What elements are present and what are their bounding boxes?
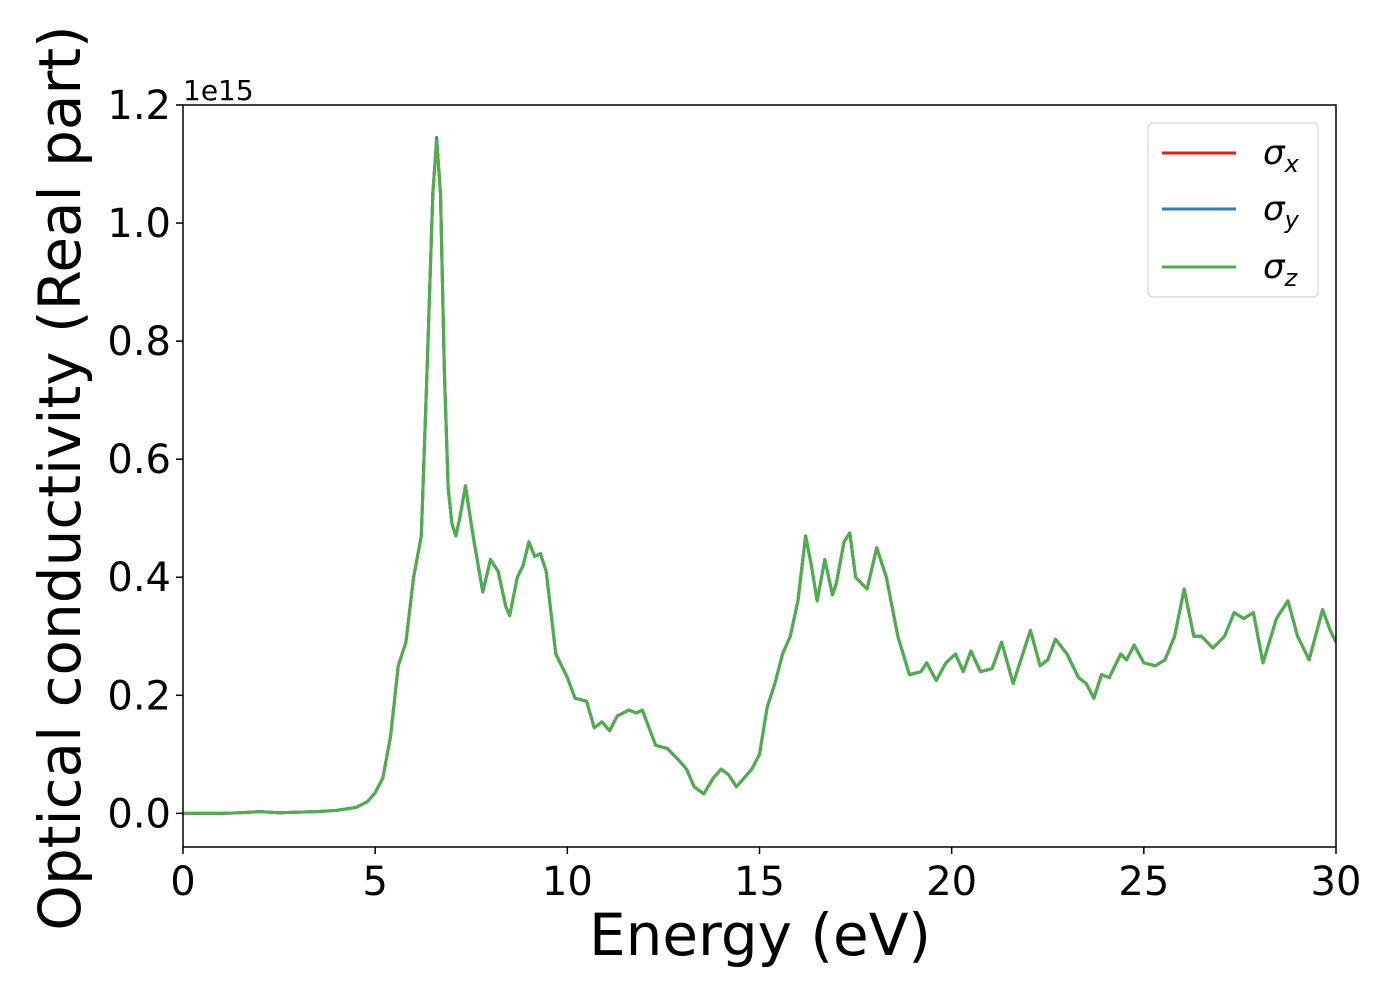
y-tick-label: 0.0 [107, 791, 171, 837]
y-tick-label: 1.2 [107, 83, 171, 129]
legend-label: σy [1263, 189, 1300, 234]
y-tick-label: 0.2 [107, 673, 171, 719]
x-tick-label: 0 [170, 859, 195, 905]
series-line [183, 138, 1336, 815]
x-tick-label: 15 [734, 859, 785, 905]
y-offset-label: 1e15 [183, 74, 254, 107]
y-axis-label: Optical conductivity (Real part) [26, 25, 94, 930]
x-tick-label: 20 [926, 859, 977, 905]
x-tick-label: 30 [1311, 859, 1362, 905]
y-tick-label: 0.8 [107, 319, 171, 365]
plot-frame [182, 104, 1337, 848]
x-tick-label: 25 [1118, 859, 1169, 905]
y-tick-label: 0.6 [107, 437, 171, 483]
legend-label: σz [1263, 247, 1299, 292]
x-tick-label: 10 [542, 859, 593, 905]
legend-label: σx [1263, 133, 1300, 178]
y-tick-label: 1.0 [107, 201, 171, 247]
x-tick-label: 5 [362, 859, 387, 905]
y-tick-label: 0.4 [107, 555, 171, 601]
x-axis-label: Energy (eV) [589, 901, 931, 969]
